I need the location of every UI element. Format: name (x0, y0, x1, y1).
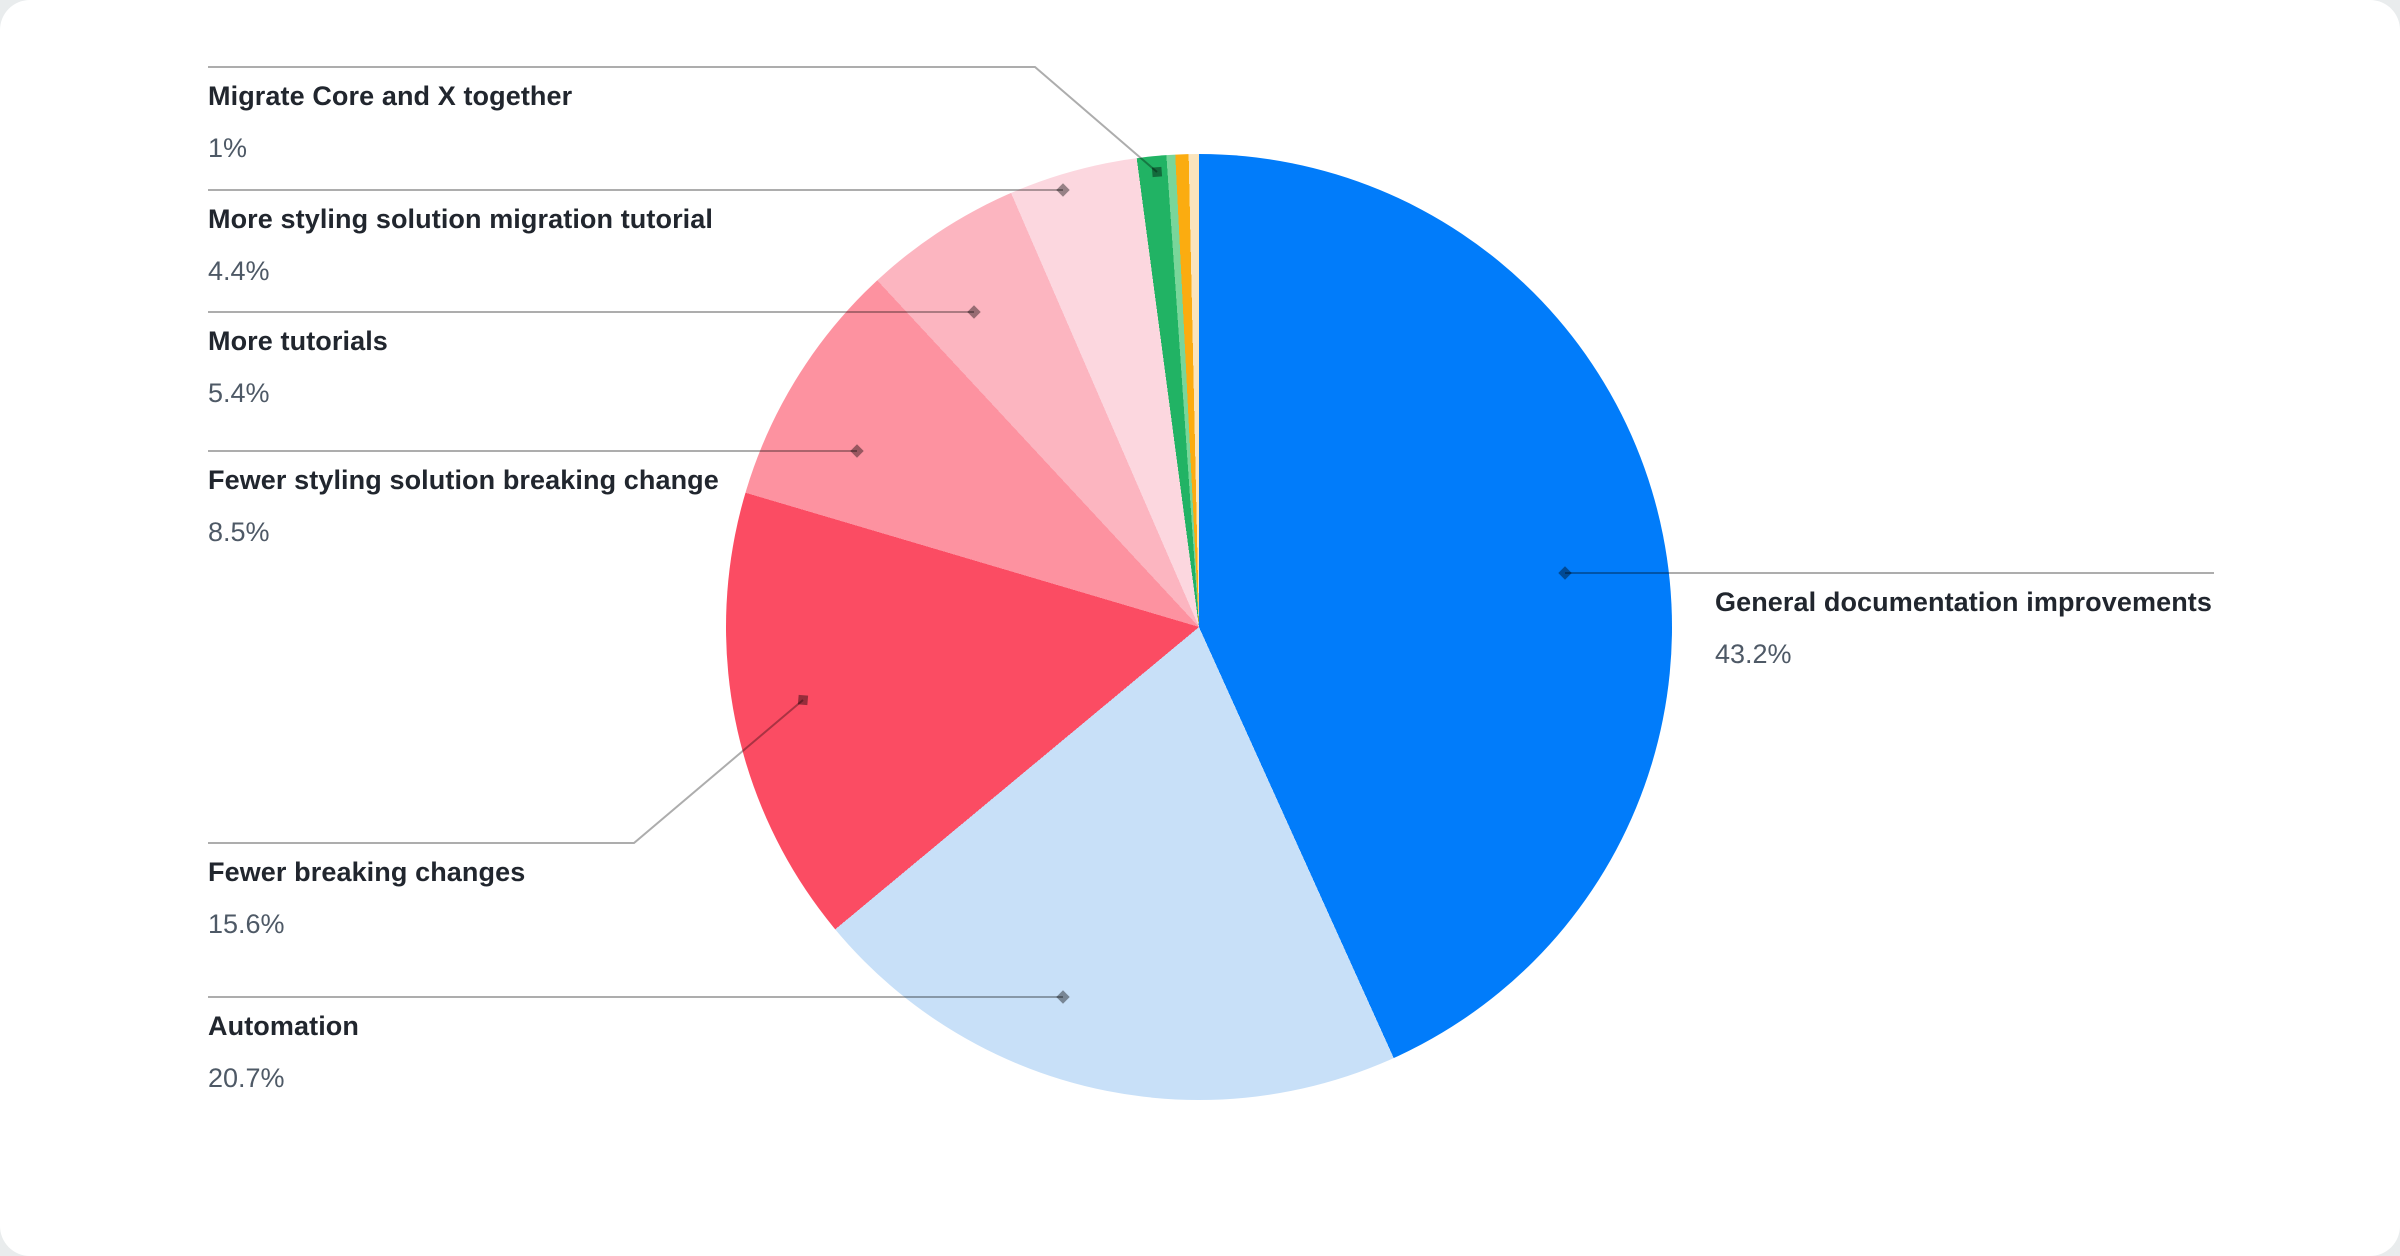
slice-label-value: 4.4% (208, 256, 270, 286)
slice-label-title: Fewer styling solution breaking change (208, 465, 719, 495)
slice-label-value: 43.2% (1715, 639, 1792, 669)
slice-label-more-tutorials: More tutorials 5.4% (208, 324, 388, 410)
slice-label-title: Automation (208, 1011, 359, 1041)
slice-label-migrate-core: Migrate Core and X together 1% (208, 79, 572, 165)
slice-label-general-docs: General documentation improvements 43.2% (1715, 585, 2212, 671)
slice-label-fewer-breaking: Fewer breaking changes 15.6% (208, 855, 525, 941)
slice-label-title: Migrate Core and X together (208, 81, 573, 111)
slice-label-value: 1% (208, 133, 248, 163)
slice-label-value: 5.4% (208, 378, 270, 408)
slice-label-title: General documentation improvements (1715, 587, 2213, 617)
slice-label-title: Fewer breaking changes (208, 857, 526, 887)
slice-label-value: 8.5% (208, 517, 270, 547)
pie-chart[interactable] (726, 154, 1672, 1100)
slice-label-more-styling-tutorial: More styling solution migration tutorial… (208, 202, 713, 288)
slice-label-title: More styling solution migration tutorial (208, 204, 714, 234)
slice-label-title: More tutorials (208, 326, 388, 356)
slice-label-automation: Automation 20.7% (208, 1009, 359, 1095)
slice-label-value: 15.6% (208, 909, 285, 939)
slice-label-value: 20.7% (208, 1063, 285, 1093)
slice-label-fewer-styling-breaking: Fewer styling solution breaking change 8… (208, 463, 719, 549)
